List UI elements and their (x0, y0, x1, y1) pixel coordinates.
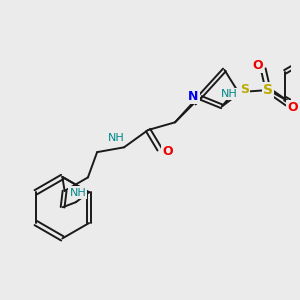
Text: O: O (162, 145, 172, 158)
Text: NH: NH (221, 89, 238, 99)
Text: N: N (188, 89, 199, 103)
Text: S: S (240, 82, 249, 96)
Text: S: S (263, 83, 273, 97)
Text: NH: NH (108, 133, 125, 143)
Text: O: O (288, 101, 298, 114)
Text: NH: NH (69, 188, 86, 198)
Text: O: O (252, 58, 263, 72)
